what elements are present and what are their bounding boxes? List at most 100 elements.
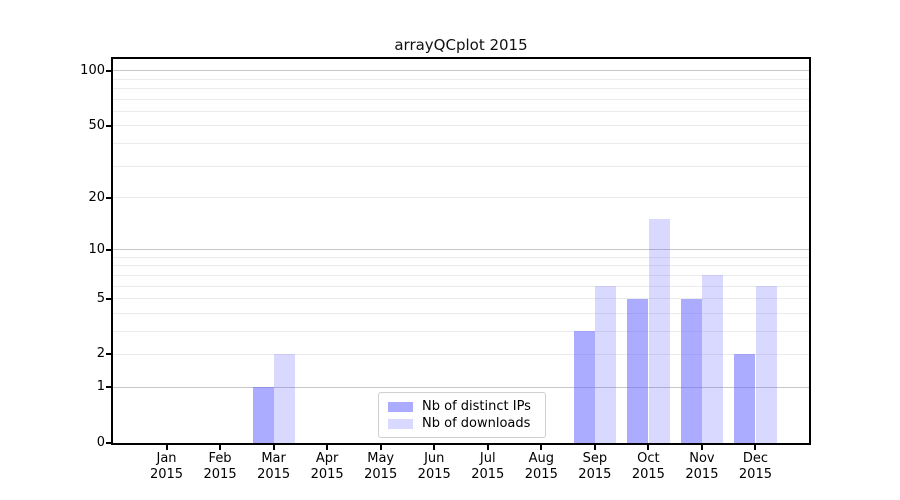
bar-nb-of-downloads-sep bbox=[595, 286, 617, 443]
x-tick-month: Nov bbox=[689, 451, 715, 466]
x-tick-mark bbox=[647, 445, 650, 450]
legend-label-distinct-ips: Nb of distinct IPs bbox=[422, 399, 531, 414]
x-tick-year: 2015 bbox=[578, 467, 612, 482]
x-tick-label-feb: Feb 2015 bbox=[188, 451, 252, 483]
y-tick-mark bbox=[106, 69, 111, 72]
x-tick-label-jun: Jun 2015 bbox=[402, 451, 466, 483]
x-tick-year: 2015 bbox=[631, 467, 665, 482]
x-tick-year: 2015 bbox=[203, 467, 237, 482]
x-tick-year: 2015 bbox=[149, 467, 184, 482]
x-tick-label-oct: Oct 2015 bbox=[616, 451, 680, 483]
x-tick-year: 2015 bbox=[310, 467, 344, 482]
x-tick-year: 2015 bbox=[738, 467, 772, 482]
x-tick-mark bbox=[272, 445, 275, 450]
x-tick-mark bbox=[486, 445, 489, 450]
bar-nb-of-downloads-mar bbox=[274, 354, 296, 443]
x-tick-year: 2015 bbox=[417, 467, 451, 482]
x-tick-month: Dec bbox=[742, 451, 769, 466]
y-tick-label: 1 bbox=[96, 379, 105, 395]
y-tick-mark bbox=[106, 353, 111, 356]
x-tick-mark bbox=[165, 445, 168, 450]
gridline-minor bbox=[113, 298, 809, 300]
x-tick-mark bbox=[433, 445, 436, 450]
bar-nb-of-downloads-nov bbox=[702, 275, 724, 443]
x-tick-month: Aug bbox=[528, 451, 554, 466]
gridline-major bbox=[113, 249, 809, 251]
bar-nb-of-distinct-ips-oct bbox=[627, 298, 649, 443]
bar-nb-of-distinct-ips-dec bbox=[734, 354, 756, 443]
bar-nb-of-distinct-ips-mar bbox=[252, 387, 274, 443]
gridline-minor bbox=[113, 111, 809, 113]
gridline-minor bbox=[113, 197, 809, 198]
x-tick-year: 2015 bbox=[685, 467, 719, 482]
y-tick-mark bbox=[106, 124, 111, 127]
gridline-minor bbox=[113, 274, 809, 276]
gridline-minor bbox=[113, 143, 809, 145]
plot-area bbox=[111, 57, 811, 445]
y-tick-mark bbox=[106, 386, 111, 389]
y-tick-label: 50 bbox=[88, 117, 105, 133]
x-tick-label-sep: Sep 2015 bbox=[563, 451, 627, 483]
x-tick-mark bbox=[754, 445, 757, 450]
x-tick-mark bbox=[379, 445, 382, 450]
bar-nb-of-distinct-ips-nov bbox=[680, 298, 702, 443]
y-tick-label: 0 bbox=[96, 435, 105, 450]
x-tick-month: Apr bbox=[315, 451, 339, 466]
x-tick-month: Oct bbox=[637, 451, 660, 466]
y-tick-label: 100 bbox=[80, 62, 105, 78]
y-tick-mark bbox=[106, 196, 111, 199]
gridline-minor bbox=[113, 265, 809, 267]
x-tick-mark bbox=[700, 445, 703, 450]
y-tick-mark bbox=[106, 442, 111, 444]
x-tick-label-mar: Mar 2015 bbox=[242, 451, 306, 483]
x-tick-label-jan: Jan 2015 bbox=[135, 451, 199, 483]
x-tick-month: Feb bbox=[208, 451, 232, 466]
chart-title: arrayQCplot 2015 bbox=[394, 36, 528, 54]
x-tick-mark bbox=[219, 445, 222, 450]
gridline-minor bbox=[113, 256, 809, 258]
y-tick-mark bbox=[106, 297, 111, 300]
x-tick-month: Jul bbox=[479, 451, 496, 466]
x-tick-year: 2015 bbox=[524, 467, 558, 482]
x-tick-mark bbox=[593, 445, 596, 450]
y-tick-mark bbox=[106, 248, 111, 251]
gridline-minor bbox=[113, 125, 809, 127]
y-tick-label: 2 bbox=[96, 346, 105, 362]
legend-item-distinct-ips: Nb of distinct IPs bbox=[388, 398, 536, 415]
y-tick-label: 5 bbox=[96, 290, 105, 306]
legend-swatch-downloads bbox=[388, 418, 413, 429]
x-tick-month: Mar bbox=[261, 451, 286, 466]
x-tick-month: Sep bbox=[582, 451, 608, 466]
gridline-minor bbox=[113, 312, 809, 314]
y-tick-label: 10 bbox=[88, 241, 105, 257]
gridline-minor bbox=[113, 285, 809, 287]
x-tick-year: 2015 bbox=[257, 467, 291, 482]
x-tick-month: May bbox=[367, 451, 395, 466]
x-tick-label-may: May 2015 bbox=[349, 451, 413, 483]
x-tick-label-jul: Jul 2015 bbox=[456, 451, 520, 483]
legend-label-downloads: Nb of downloads bbox=[422, 416, 531, 431]
x-tick-mark bbox=[540, 445, 543, 450]
legend: Nb of distinct IPs Nb of downloads bbox=[378, 392, 546, 438]
bar-nb-of-distinct-ips-sep bbox=[573, 331, 595, 443]
legend-swatch-distinct-ips bbox=[388, 401, 413, 412]
y-tick-label: 20 bbox=[88, 189, 105, 205]
gridline-minor bbox=[113, 165, 809, 167]
gridline-minor bbox=[113, 330, 809, 332]
legend-item-downloads: Nb of downloads bbox=[388, 415, 536, 432]
gridline-major bbox=[113, 70, 809, 72]
gridline-minor bbox=[113, 78, 809, 80]
x-tick-label-dec: Dec 2015 bbox=[723, 451, 787, 483]
x-tick-label-apr: Apr 2015 bbox=[295, 451, 359, 483]
gridline-major bbox=[113, 386, 809, 388]
x-tick-label-aug: Aug 2015 bbox=[509, 451, 573, 483]
x-tick-month: Jun bbox=[424, 451, 445, 466]
bar-nb-of-downloads-dec bbox=[755, 286, 777, 443]
x-tick-month: Jan bbox=[156, 451, 177, 466]
x-tick-year: 2015 bbox=[471, 467, 505, 482]
gridline-minor bbox=[113, 98, 809, 100]
x-tick-mark bbox=[326, 445, 329, 450]
bar-nb-of-downloads-oct bbox=[648, 219, 670, 443]
gridline-minor bbox=[113, 353, 809, 355]
